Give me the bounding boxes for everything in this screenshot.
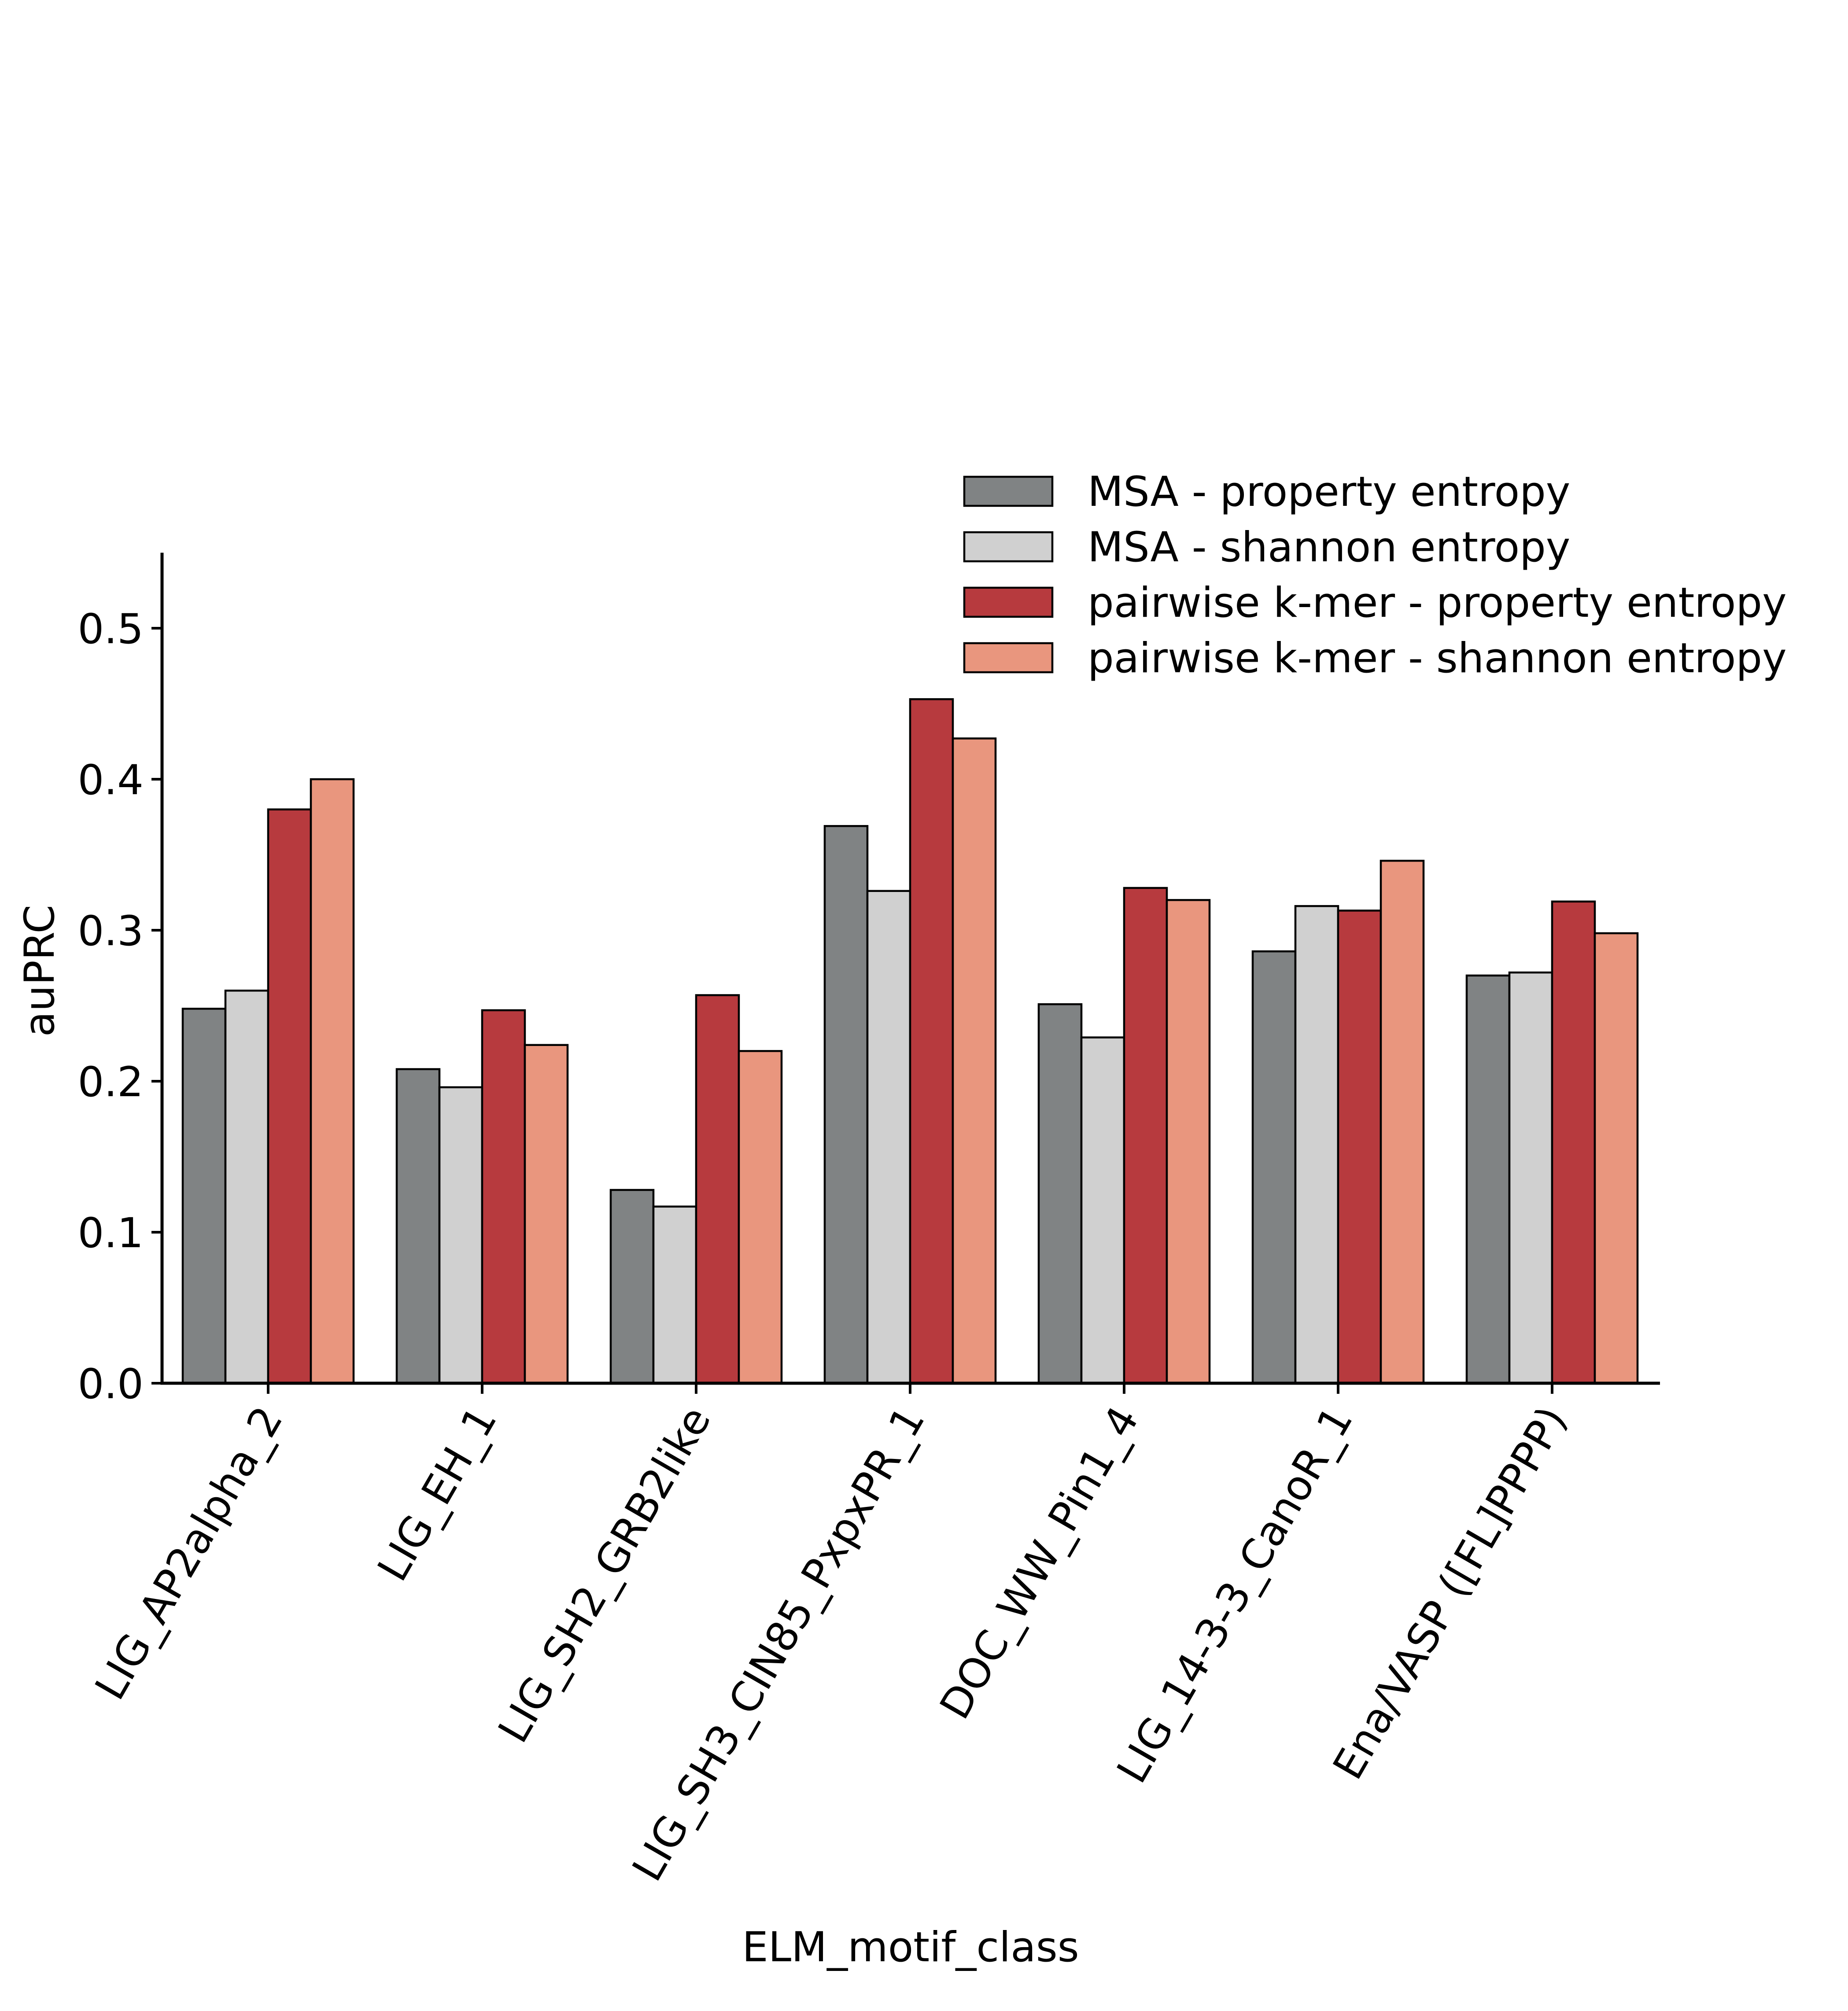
x-tick-label: LIG_AP2alpha_2 xyxy=(86,1399,292,1708)
bar-3-series-4 xyxy=(738,1050,783,1385)
x-tick-label: DOC_WW_Pin1_4 xyxy=(931,1399,1148,1727)
bar-2-series-2 xyxy=(438,1086,483,1385)
bar-1-series-2 xyxy=(224,989,269,1385)
y-tick-label: 0.2 xyxy=(78,1058,144,1106)
bar-5-series-2 xyxy=(1080,1036,1125,1385)
y-ticks: 0.0 0.1 0.2 0.3 0.4 0.5 xyxy=(78,605,162,1408)
y-tick-label: 0.3 xyxy=(78,907,144,955)
y-tick-label: 0.0 xyxy=(78,1360,144,1408)
bar-2-series-4 xyxy=(524,1044,569,1385)
x-tick-label: LIG_SH2_GRB2like xyxy=(489,1399,720,1751)
bar-6-series-4 xyxy=(1380,859,1425,1385)
legend-label-4: pairwise k-mer - shannon entropy xyxy=(1088,634,1787,682)
bar-4-series-1 xyxy=(823,825,869,1385)
bars-layer xyxy=(181,698,1639,1385)
bar-4-series-2 xyxy=(866,890,911,1385)
legend-label-3: pairwise k-mer - property entropy xyxy=(1088,579,1787,627)
bar-7-series-2 xyxy=(1508,971,1553,1385)
bar-3-series-2 xyxy=(652,1205,697,1385)
x-tick-label: LIG_14-3-3_CanoR_1 xyxy=(1108,1399,1362,1791)
bar-1-series-1 xyxy=(181,1008,227,1385)
legend-swatch-2 xyxy=(963,531,1054,563)
legend-swatch-1 xyxy=(963,475,1054,507)
x-tick-label: LIG_EH_1 xyxy=(369,1399,506,1589)
bar-1-series-3 xyxy=(267,808,312,1385)
legend: MSA - property entropy MSA - shannon entr… xyxy=(963,468,1787,682)
legend-swatch-4 xyxy=(963,642,1054,674)
legend-label-2: MSA - shannon entropy xyxy=(1088,523,1570,571)
bar-2-series-1 xyxy=(395,1068,441,1385)
x-axis-label: ELM_motif_class xyxy=(742,1923,1079,1971)
bar-7-series-3 xyxy=(1551,900,1596,1385)
bar-4-series-4 xyxy=(952,737,997,1385)
bar-7-series-1 xyxy=(1465,974,1511,1385)
y-tick-label: 0.5 xyxy=(78,605,144,653)
bar-6-series-3 xyxy=(1337,910,1382,1385)
legend-swatch-3 xyxy=(963,586,1054,618)
legend-label-1: MSA - property entropy xyxy=(1088,468,1570,516)
bar-6-series-1 xyxy=(1251,950,1297,1385)
x-tick-label: Ena/VASP ([FL]PPPP) xyxy=(1324,1399,1576,1787)
bar-2-series-3 xyxy=(481,1009,526,1385)
bar-3-series-3 xyxy=(695,994,740,1385)
bar-7-series-4 xyxy=(1593,932,1639,1385)
bar-3-series-1 xyxy=(609,1189,655,1385)
bar-1-series-4 xyxy=(310,778,355,1385)
bar-5-series-3 xyxy=(1123,887,1168,1385)
bar-6-series-2 xyxy=(1294,905,1339,1385)
bar-5-series-4 xyxy=(1166,899,1211,1385)
bar-4-series-3 xyxy=(909,698,954,1385)
bar-5-series-1 xyxy=(1037,1003,1083,1385)
y-axis-label: auPRC xyxy=(16,905,64,1037)
y-tick-label: 0.1 xyxy=(78,1209,144,1257)
y-tick-label: 0.4 xyxy=(78,756,144,804)
